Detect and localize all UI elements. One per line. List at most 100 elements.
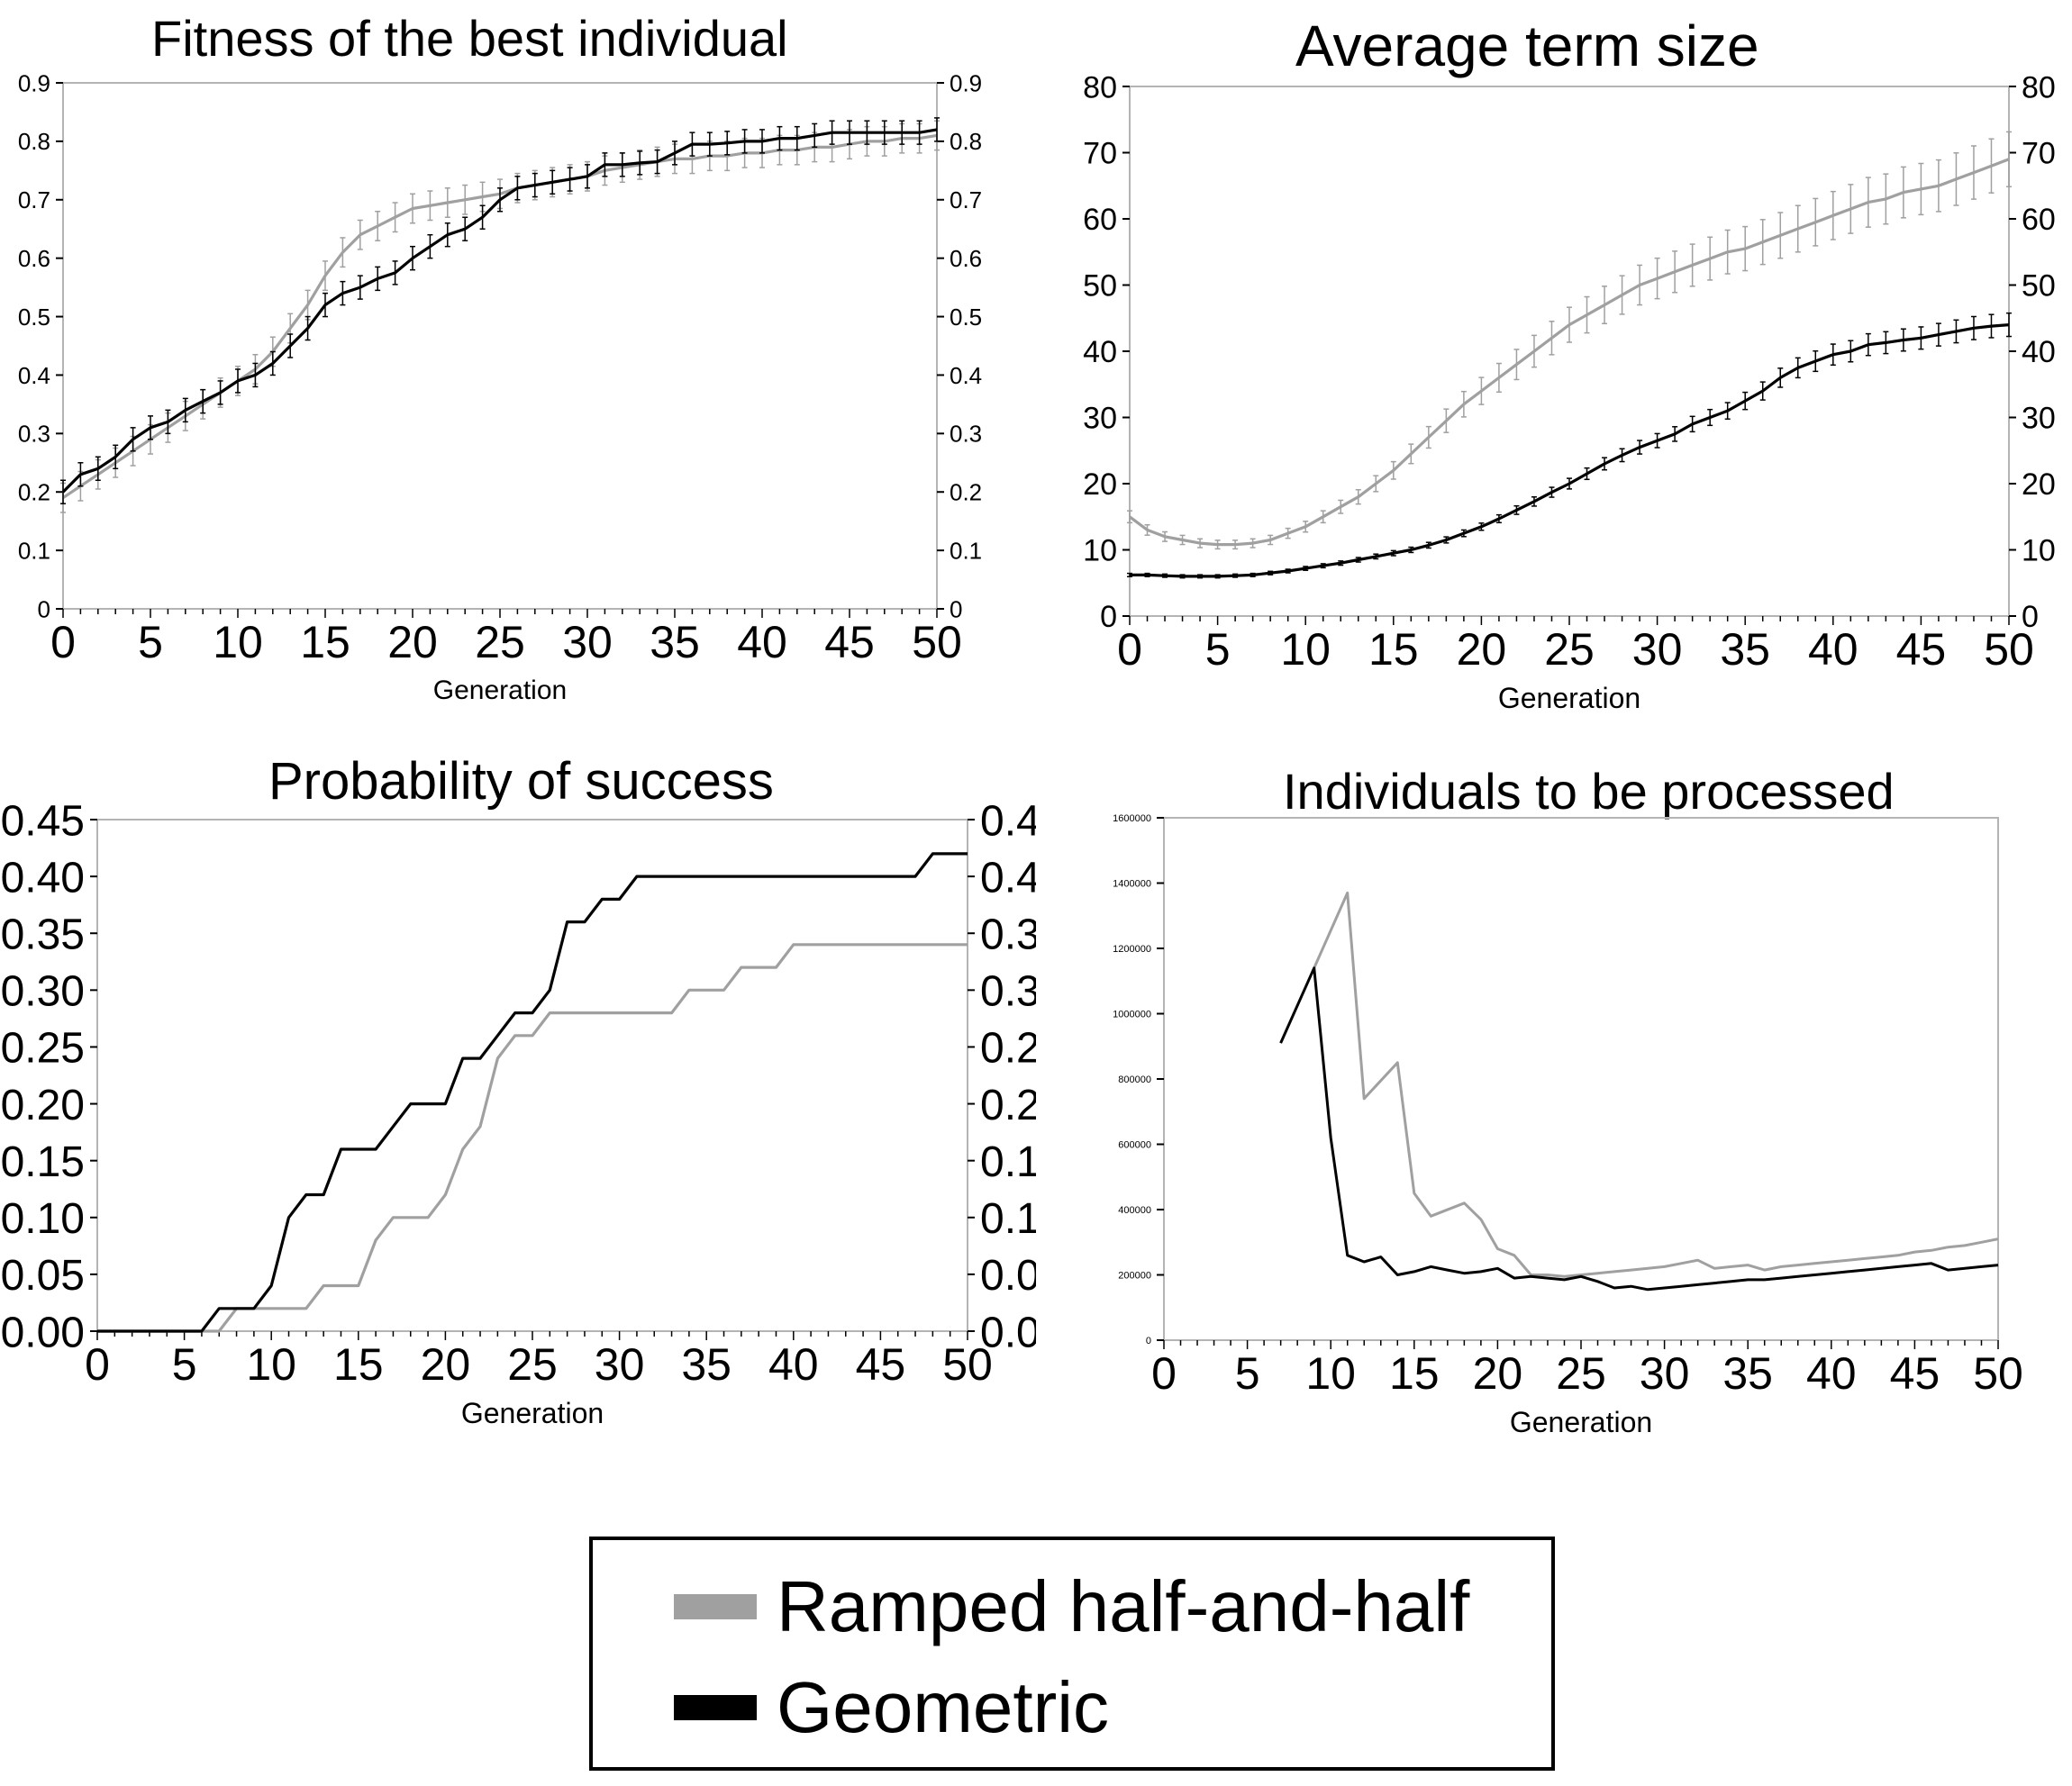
x-tick-label: 20: [1473, 1348, 1523, 1399]
chart-title-term-size: Average term size: [1295, 14, 1759, 78]
x-tick-label: 40: [1808, 624, 1858, 675]
y-tick-label: 200000: [1118, 1270, 1151, 1281]
y-tick-label: 1200000: [1113, 944, 1151, 955]
x-tick-label: 0: [1117, 624, 1142, 675]
x-tick-label: 5: [138, 617, 163, 667]
y2-tick-label: 0.5: [950, 304, 982, 331]
x-tick-label: 35: [1722, 1348, 1773, 1399]
x-tick-label: 40: [737, 617, 787, 667]
y2-tick-label: 40: [2022, 335, 2056, 369]
y-tick-label: 50: [1083, 269, 1117, 304]
y2-tick-label: 0.7: [950, 186, 982, 213]
y-tick-label: 800000: [1118, 1074, 1151, 1085]
legend-swatch-geometric: [674, 1695, 757, 1720]
x-tick-label: 0: [50, 617, 76, 667]
y2-tick-label: 0.30: [980, 968, 1036, 1016]
y-tick-label: 0.15: [1, 1138, 85, 1186]
x-tick-label: 10: [1305, 1348, 1356, 1399]
x-tick-label: 5: [1235, 1348, 1260, 1399]
x-tick-label: 20: [1457, 624, 1507, 675]
y-tick-label: 0.20: [1, 1082, 85, 1129]
y2-tick-label: 0.2: [950, 479, 982, 506]
chart-probability: 0.00 0.00 0.05 0.05 0.10 0.10 0.15 0.15 0.20 0.20…: [1, 797, 1036, 1429]
y-tick-label: 1400000: [1113, 878, 1151, 889]
y-tick-label: 60: [1083, 203, 1117, 237]
x-tick-label: 10: [213, 617, 263, 667]
y-tick-label: 0: [1146, 1336, 1151, 1346]
y2-tick-label: 20: [2022, 467, 2056, 502]
y2-tick-label: 0: [950, 595, 962, 622]
x-tick-label: 25: [475, 617, 525, 667]
x-tick-label: 30: [1632, 624, 1683, 675]
x-tick-label: 5: [172, 1339, 197, 1390]
legend: Ramped half-and-half Geometric: [589, 1537, 1555, 1771]
x-axis-label: Generation: [1510, 1406, 1652, 1438]
x-tick-label: 10: [1280, 624, 1331, 675]
y-tick-label: 20: [1083, 467, 1117, 502]
y2-tick-label: 0.35: [980, 911, 1036, 959]
y-tick-label: 0.40: [1, 854, 85, 902]
series-line-geometric: [1130, 323, 2010, 578]
x-tick-label: 20: [421, 1339, 471, 1390]
y2-tick-label: 0.05: [980, 1252, 1036, 1300]
y-tick-label: 0.3: [18, 421, 50, 448]
y-tick-label: 10: [1083, 534, 1117, 568]
x-tick-label: 50: [1984, 624, 2034, 675]
x-axis-label: Generation: [433, 675, 567, 705]
y-tick-label: 30: [1083, 402, 1117, 436]
y2-tick-label: 50: [2022, 269, 2056, 304]
plot-area: [62, 82, 938, 610]
x-tick-label: 35: [650, 617, 700, 667]
y-tick-label: 0.45: [1, 797, 85, 845]
x-tick-label: 45: [856, 1339, 906, 1390]
y-tick-label: 0.1: [18, 537, 50, 564]
y-tick-label: 600000: [1118, 1139, 1151, 1150]
y-tick-label: 0.2: [18, 479, 50, 506]
y2-tick-label: 60: [2022, 203, 2056, 237]
x-tick-label: 15: [333, 1339, 384, 1390]
y-tick-label: 0.10: [1, 1195, 85, 1243]
legend-label-geometric: Geometric: [777, 1667, 1109, 1747]
plot-area: [1163, 817, 1999, 1341]
y-tick-label: 0.4: [18, 362, 50, 389]
x-tick-label: 0: [85, 1339, 110, 1390]
y2-tick-label: 0.9: [950, 72, 982, 96]
x-tick-label: 25: [1556, 1348, 1606, 1399]
x-tick-label: 45: [1890, 1348, 1940, 1399]
y-tick-label: 1600000: [1113, 813, 1151, 824]
y-tick-label: 1000000: [1113, 1009, 1151, 1020]
x-tick-label: 35: [681, 1339, 732, 1390]
x-tick-label: 50: [942, 1339, 993, 1390]
y-tick-label: 0.8: [18, 128, 50, 155]
y2-tick-label: 0.20: [980, 1082, 1036, 1129]
y2-tick-label: 10: [2022, 534, 2056, 568]
y-tick-label: 0.6: [18, 245, 50, 272]
x-tick-label: 30: [562, 617, 613, 667]
y2-tick-label: 0.00: [980, 1309, 1036, 1356]
y2-tick-label: 0.40: [980, 854, 1036, 902]
legend-swatch-ramped: [674, 1594, 757, 1619]
x-tick-label: 15: [1389, 1348, 1440, 1399]
chart-title-probability: Probability of success: [268, 752, 774, 811]
series-line-geometric: [1279, 966, 1999, 1292]
x-tick-label: 40: [1806, 1348, 1857, 1399]
x-tick-label: 15: [1368, 624, 1419, 675]
series-line-ramped: [97, 943, 968, 1333]
x-tick-label: 35: [1720, 624, 1770, 675]
x-tick-label: 30: [1640, 1348, 1690, 1399]
x-axis-label: Generation: [1498, 682, 1640, 714]
series-line-geometric: [97, 852, 968, 1333]
x-tick-label: 10: [246, 1339, 296, 1390]
y-tick-label: 0.00: [1, 1309, 85, 1356]
y-tick-label: 0.35: [1, 911, 85, 959]
chart-individuals: 0 200000 400000 600000 800000 1000000 1200000 1…: [1113, 813, 2023, 1438]
x-tick-label: 0: [1151, 1348, 1177, 1399]
chart-title-individuals: Individuals to be processed: [1283, 763, 1895, 820]
y2-tick-label: 0.8: [950, 128, 982, 155]
y2-tick-label: 0.6: [950, 245, 982, 272]
y2-tick-label: 80: [2022, 72, 2056, 104]
y2-tick-label: 0: [2022, 600, 2039, 634]
y2-tick-label: 0.25: [980, 1025, 1036, 1073]
y-tick-label: 0.7: [18, 186, 50, 213]
